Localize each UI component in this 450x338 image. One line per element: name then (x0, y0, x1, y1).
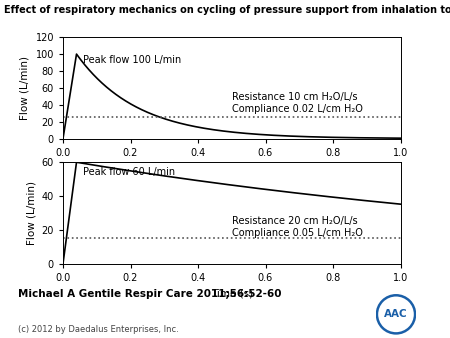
Text: Resistance 10 cm H₂O/L/s
Compliance 0.02 L/cm H₂O: Resistance 10 cm H₂O/L/s Compliance 0.02… (232, 92, 363, 114)
Text: AAC: AAC (384, 309, 408, 318)
Text: Michael A Gentile Respir Care 2011;56:52-60: Michael A Gentile Respir Care 2011;56:52… (18, 289, 282, 299)
Text: Effect of respiratory mechanics on cycling of pressure support from inhalation t: Effect of respiratory mechanics on cycli… (4, 5, 450, 15)
X-axis label: Time (s): Time (s) (211, 288, 253, 298)
Text: (c) 2012 by Daedalus Enterprises, Inc.: (c) 2012 by Daedalus Enterprises, Inc. (18, 325, 179, 334)
Text: Resistance 20 cm H₂O/L/s
Compliance 0.05 L/cm H₂O: Resistance 20 cm H₂O/L/s Compliance 0.05… (232, 216, 363, 238)
Y-axis label: Flow (L/min): Flow (L/min) (20, 56, 30, 120)
Text: Peak flow 60 L/min: Peak flow 60 L/min (83, 167, 176, 177)
Y-axis label: Flow (L/min): Flow (L/min) (26, 181, 36, 245)
Text: Peak flow 100 L/min: Peak flow 100 L/min (83, 55, 181, 65)
X-axis label: Time (s): Time (s) (211, 163, 253, 173)
